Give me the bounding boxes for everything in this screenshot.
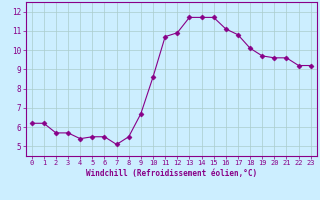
X-axis label: Windchill (Refroidissement éolien,°C): Windchill (Refroidissement éolien,°C) [86, 169, 257, 178]
